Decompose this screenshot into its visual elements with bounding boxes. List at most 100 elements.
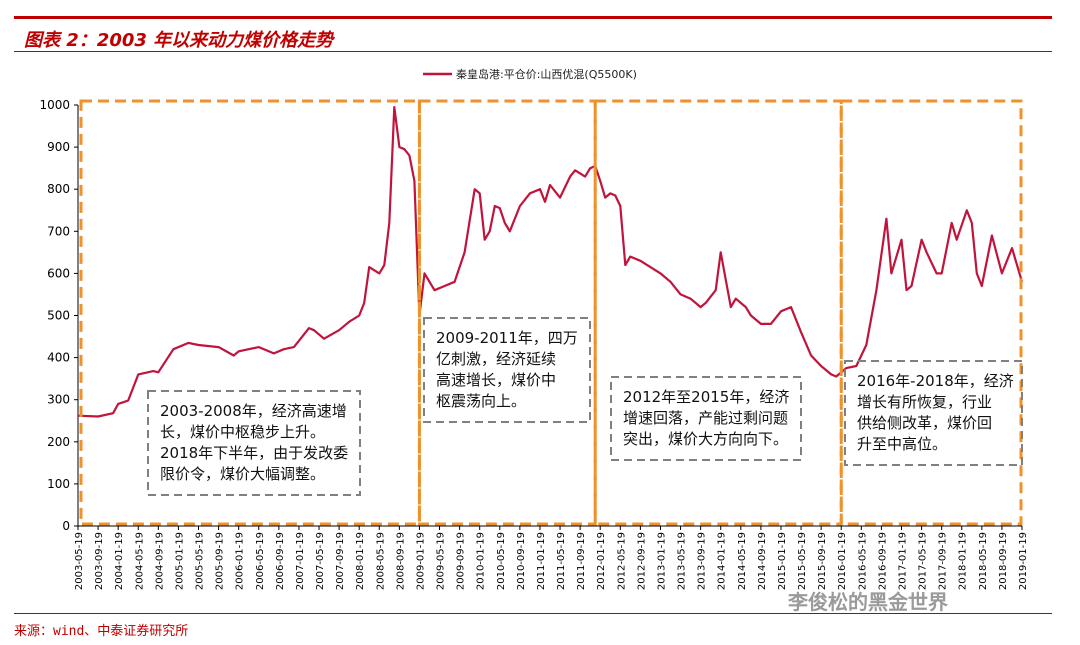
x-tick-label: 2007-09-19: [335, 532, 346, 590]
x-tick-label: 2011-05-19: [556, 532, 567, 590]
x-tick-label: 2010-09-19: [516, 532, 527, 590]
x-tick-label: 2012-05-19: [616, 532, 627, 590]
period-box: [593, 99, 843, 526]
figure-title: 图表 2：2003 年以来动力煤价格走势: [24, 30, 334, 51]
y-tick-label: 800: [47, 182, 70, 196]
x-tick-label: 2018-01-19: [958, 532, 969, 590]
x-tick-label: 2007-01-19: [295, 532, 306, 590]
x-tick-label: 2006-05-19: [255, 532, 266, 590]
period-box: [839, 99, 1023, 526]
y-tick-label: 400: [47, 351, 70, 365]
x-tick-label: 2005-05-19: [195, 532, 206, 590]
x-tick-label: 2009-01-19: [415, 532, 426, 590]
x-tick-label: 2013-05-19: [677, 532, 688, 590]
x-tick-label: 2009-09-19: [456, 532, 467, 590]
x-tick-label: 2008-01-19: [355, 532, 366, 590]
x-tick-label: 2007-05-19: [315, 532, 326, 590]
watermark: 李俊松的黑金世界: [788, 590, 948, 614]
annotation-text-2016-2018: 2016年-2018年，经济 增长有所恢复，行业 供给侧改革，煤价回 升至中高位…: [857, 371, 1014, 455]
x-tick-label: 2008-05-19: [375, 532, 386, 590]
x-tick-label: 2004-09-19: [154, 532, 165, 590]
y-tick-label: 700: [47, 224, 70, 238]
annotation-line: 增速回落，产能过剩问题: [623, 409, 789, 427]
header-title-rule: [14, 51, 1052, 52]
annotation-box: [147, 390, 361, 496]
x-tick-label: 2014-09-19: [757, 532, 768, 590]
annotation-box: [844, 360, 1023, 466]
y-tick-label: 100: [47, 477, 70, 491]
x-tick-label: 2004-05-19: [134, 532, 145, 590]
y-tick-label: 300: [47, 393, 70, 407]
annotation-line: 突出，煤价大方向向下。: [623, 430, 789, 448]
annotation-line: 2009-2011年，四万: [436, 329, 578, 347]
x-tick-label: 2013-09-19: [697, 532, 708, 590]
series-line-0: [77, 105, 1024, 418]
annotation-line: 亿刺激，经济延续: [436, 350, 557, 368]
x-tick-label: 2010-01-19: [476, 532, 487, 590]
y-axis: 0 100 200 300 400 500 600 700 800 900 1000: [39, 98, 79, 533]
annotation-line: 供给侧改革，煤价回: [857, 414, 993, 432]
period-box: [417, 99, 597, 526]
x-tick-label: 2012-01-19: [596, 532, 607, 590]
x-tick-label: 2012-09-19: [636, 532, 647, 590]
y-tick-label: 900: [47, 140, 70, 154]
annotation-line: 升至中高位。: [857, 435, 948, 453]
series-layer: [77, 105, 1024, 418]
x-tick-label: 2006-01-19: [235, 532, 246, 590]
y-tick-label: 500: [47, 309, 70, 323]
x-axis: 2003-05-19 2003-09-19 2004-01-19 2004-05-19…: [74, 525, 1029, 590]
annotation-line: 2003-2008年，经济高速增: [160, 402, 347, 420]
annotation-text-2009-2011: 2009-2011年，四万 亿刺激，经济延续 高速增长，煤价中 枢震荡向上。: [436, 328, 578, 412]
x-tick-label: 2016-05-19: [857, 532, 868, 590]
source-note: 来源：wind、中泰证券研究所: [14, 624, 189, 639]
annotation-line: 长，煤价中枢稳步上升。: [160, 423, 326, 441]
x-tick-label: 2016-09-19: [877, 532, 888, 590]
legend-label: 秦皇岛港:平仓价:山西优混(Q5500K): [456, 67, 637, 81]
x-tick-label: 2015-05-19: [797, 532, 808, 590]
annotation-line: 枢震荡向上。: [436, 392, 527, 410]
x-tick-label: 2016-01-19: [837, 532, 848, 590]
annotation-box: [610, 376, 802, 461]
x-tick-label: 2004-01-19: [114, 532, 125, 590]
x-tick-label: 2011-09-19: [576, 532, 587, 590]
x-tick-label: 2006-09-19: [275, 532, 286, 590]
annotation-text-2003-2008: 2003-2008年，经济高速增 长，煤价中枢稳步上升。 2018年下半年，由于…: [160, 401, 349, 485]
period-box: [79, 99, 421, 526]
header-top-rule: [14, 16, 1052, 19]
x-tick-label: 2018-09-19: [998, 532, 1009, 590]
footer-rule: [14, 613, 1052, 614]
annotation-line: 限价令，煤价大幅调整。: [160, 465, 326, 483]
annotation-text-2012-2015: 2012年至2015年，经济 增速回落，产能过剩问题 突出，煤价大方向向下。: [623, 387, 790, 450]
x-tick-label: 2005-01-19: [174, 532, 185, 590]
x-tick-label: 2014-05-19: [737, 532, 748, 590]
y-tick-label: 0: [62, 519, 70, 533]
y-tick-label: 600: [47, 266, 70, 280]
y-tick-label: 1000: [39, 98, 70, 112]
price-line-chart: 秦皇岛港:平仓价:山西优混(Q5500K) 0 100 200 300 400 500 60…: [39, 67, 1029, 590]
x-tick-label: 2019-01-19: [1018, 532, 1029, 590]
annotation-line: 增长有所恢复，行业: [857, 393, 993, 411]
x-tick-label: 2003-05-19: [74, 532, 85, 590]
x-tick-label: 2010-05-19: [496, 532, 507, 590]
annotation-line: 2012年至2015年，经济: [623, 388, 790, 406]
chart-legend: 秦皇岛港:平仓价:山西优混(Q5500K): [423, 67, 637, 81]
annotation-line: 2016年-2018年，经济: [857, 372, 1014, 390]
y-tick-label: 200: [47, 435, 70, 449]
x-tick-label: 2015-01-19: [777, 532, 788, 590]
x-tick-label: 2003-09-19: [94, 532, 105, 590]
annotation-box: [423, 317, 591, 423]
x-tick-label: 2008-09-19: [395, 532, 406, 590]
x-tick-label: 2017-05-19: [918, 532, 929, 590]
annotation-line: 2018年下半年，由于发改委: [160, 444, 349, 462]
annotation-boxes: [79, 99, 1023, 526]
x-tick-label: 2018-05-19: [978, 532, 989, 590]
x-tick-label: 2014-01-19: [717, 532, 728, 590]
x-tick-label: 2017-09-19: [938, 532, 949, 590]
annotation-line: 高速增长，煤价中: [436, 371, 557, 389]
x-tick-label: 2015-09-19: [817, 532, 828, 590]
x-tick-label: 2017-01-19: [897, 532, 908, 590]
x-tick-label: 2011-01-19: [536, 532, 547, 590]
x-tick-label: 2005-09-19: [215, 532, 226, 590]
x-tick-label: 2009-05-19: [436, 532, 447, 590]
x-tick-label: 2013-01-19: [656, 532, 667, 590]
